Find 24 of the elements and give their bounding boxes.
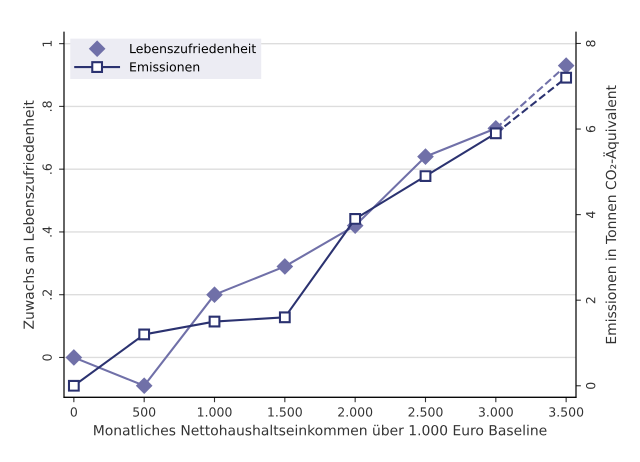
x-tick-label: 3.500 xyxy=(549,407,584,417)
legend-label: Lebenszufriedenheit xyxy=(130,44,256,54)
y2-tick-label: 0 xyxy=(586,382,596,389)
y2-tick-label: 4 xyxy=(586,211,596,218)
y2-tick-label: 6 xyxy=(586,126,596,132)
y-tick-label: .4 xyxy=(42,226,52,237)
x-tick-label: 1.500 xyxy=(268,407,302,417)
y-axis-title: Zuwachs an Lebenszufriedenheit xyxy=(23,100,34,329)
x-tick-label: 1.000 xyxy=(198,407,232,417)
x-tick-label: 2.000 xyxy=(338,407,372,417)
y-tick-label: 0 xyxy=(42,354,52,361)
y-tick-label: .6 xyxy=(42,164,52,174)
x-tick-label: 0 xyxy=(70,407,77,417)
y-tick-label: .8 xyxy=(42,101,52,112)
legend-label: Emissionen xyxy=(130,62,200,72)
y-tick-label: 1 xyxy=(42,40,52,46)
y2-axis-title: Emissionen in Tonnen CO₂-Äquivalent xyxy=(603,85,619,344)
x-axis-title: Monatliches Nettohaushaltseinkommen über 1.000 Euro Baseline xyxy=(94,424,546,436)
y2-tick-label: 2 xyxy=(586,297,596,304)
x-tick-label: 3.000 xyxy=(478,407,513,417)
x-tick-label: 2.500 xyxy=(408,407,443,417)
x-tick-label: 500 xyxy=(133,407,156,417)
y2-tick-label: 8 xyxy=(586,40,596,47)
y-tick-label: .2 xyxy=(42,290,52,300)
